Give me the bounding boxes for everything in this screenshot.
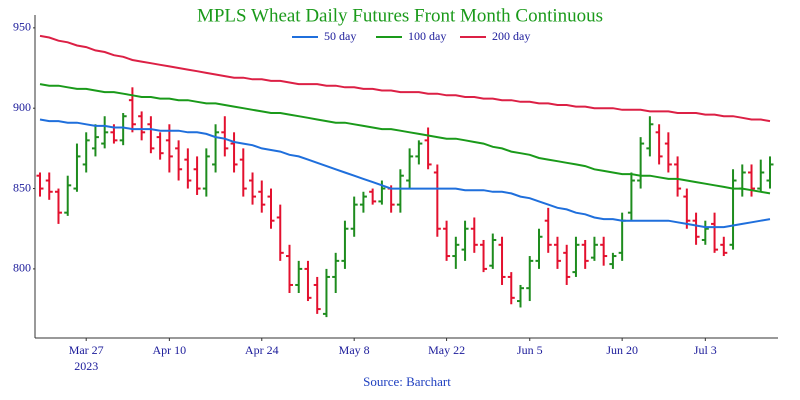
- y-tick-label: 900: [13, 100, 31, 114]
- x-year-label: 2023: [74, 359, 98, 373]
- x-tick-label: May 8: [339, 343, 370, 357]
- x-tick-label: Jul 3: [694, 343, 717, 357]
- moving-average-line: [39, 83, 771, 195]
- x-tick-label: Apr 24: [245, 343, 279, 357]
- legend-label: 200 day: [492, 29, 530, 43]
- x-tick-label: May 22: [428, 343, 465, 357]
- x-tick-label: Jun 20: [606, 343, 638, 357]
- legend-label: 100 day: [408, 29, 446, 43]
- y-tick-label: 850: [13, 180, 31, 194]
- moving-average-line: [39, 118, 771, 229]
- moving-average-line: [39, 34, 771, 123]
- y-tick-label: 800: [13, 261, 31, 275]
- x-tick-label: Mar 27: [69, 343, 104, 357]
- x-tick-label: Apr 10: [153, 343, 187, 357]
- y-tick-label: 950: [13, 20, 31, 34]
- legend-label: 50 day: [324, 29, 356, 43]
- x-tick-label: Jun 5: [517, 343, 543, 357]
- chart-title: MPLS Wheat Daily Futures Front Month Con…: [197, 5, 603, 26]
- source-note: Source: Barchart: [363, 374, 451, 389]
